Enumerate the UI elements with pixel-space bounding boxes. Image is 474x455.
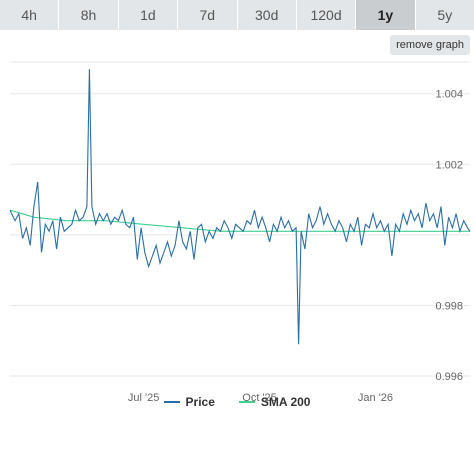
range-tabs: 4h 8h 1d 7d 30d 120d 1y 5y <box>0 0 474 30</box>
x-tick-label: Jan '26 <box>358 392 393 404</box>
x-tick-label: Jul '25 <box>128 392 159 404</box>
chart-legend: Price SMA 200 <box>0 393 474 411</box>
y-tick-label: 0.998 <box>435 300 463 312</box>
tab-4h[interactable]: 4h <box>0 0 60 30</box>
sma-200-line <box>9 209 470 232</box>
y-axis-labels: 0.996 0.998 1.002 1.004 <box>435 89 463 383</box>
tab-30d[interactable]: 30d <box>237 0 297 30</box>
legend-label-sma: SMA 200 <box>260 395 311 409</box>
tab-120d[interactable]: 120d <box>296 0 357 30</box>
y-tick-label: 1.002 <box>435 159 463 171</box>
tab-1d[interactable]: 1d <box>118 0 179 30</box>
price-line <box>9 69 471 345</box>
tab-8h[interactable]: 8h <box>59 0 119 30</box>
legend-label-price: Price <box>185 395 215 409</box>
tab-1y[interactable]: 1y <box>356 0 416 30</box>
chart-grid <box>10 61 470 377</box>
y-tick-label: 1.004 <box>435 89 463 101</box>
legend-swatch-sma <box>238 401 255 403</box>
y-tick-label: 0.996 <box>435 371 463 383</box>
tab-7d[interactable]: 7d <box>178 0 238 30</box>
tab-5y[interactable]: 5y <box>415 0 474 30</box>
legend-item-price[interactable]: Price <box>163 395 215 409</box>
remove-graph-button[interactable]: remove graph <box>390 35 470 55</box>
legend-item-sma[interactable]: SMA 200 <box>238 395 311 409</box>
legend-swatch-price <box>163 401 180 403</box>
